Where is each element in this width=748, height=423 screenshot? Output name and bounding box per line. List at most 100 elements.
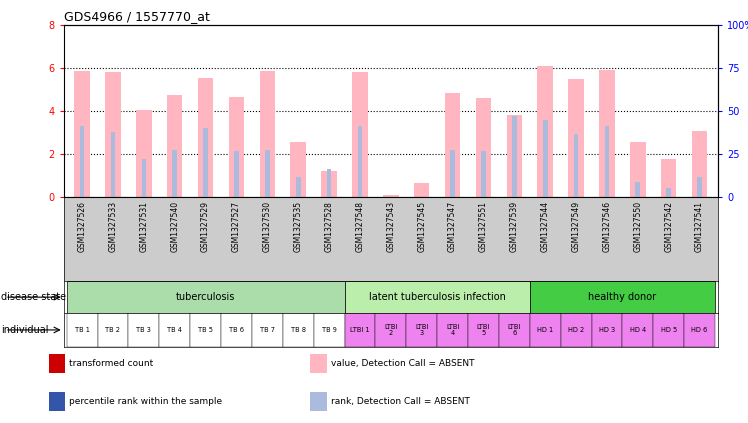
Text: TB 1: TB 1	[75, 327, 90, 333]
Text: HD 5: HD 5	[660, 327, 677, 333]
Bar	[203, 128, 208, 197]
Bar	[358, 126, 362, 197]
Text: GSM1327533: GSM1327533	[108, 201, 117, 252]
Bar	[80, 126, 85, 197]
Text: GSM1327541: GSM1327541	[695, 201, 704, 252]
Bar	[49, 392, 65, 411]
Bar	[599, 70, 615, 197]
Bar	[322, 171, 337, 197]
Text: GSM1327526: GSM1327526	[78, 201, 87, 252]
Bar	[636, 182, 640, 197]
Bar	[666, 188, 671, 197]
Bar	[260, 71, 275, 197]
Text: tuberculosis: tuberculosis	[176, 292, 236, 302]
Text: GSM1327535: GSM1327535	[294, 201, 303, 252]
Bar	[229, 97, 244, 197]
Text: LTBI
4: LTBI 4	[446, 324, 459, 336]
Bar	[653, 313, 684, 347]
Bar	[310, 354, 327, 373]
Text: HD 6: HD 6	[691, 327, 708, 333]
Text: individual: individual	[1, 325, 49, 335]
Bar	[604, 126, 610, 197]
Text: LTBI
2: LTBI 2	[384, 324, 397, 336]
Text: GSM1327547: GSM1327547	[448, 201, 457, 252]
Bar	[568, 79, 583, 197]
Bar	[692, 132, 708, 197]
Bar	[252, 313, 283, 347]
Text: disease state: disease state	[1, 292, 66, 302]
Bar	[159, 313, 190, 347]
Text: rank, Detection Call = ABSENT: rank, Detection Call = ABSENT	[331, 397, 470, 406]
Bar	[221, 313, 252, 347]
Bar	[450, 150, 455, 197]
Text: GSM1327531: GSM1327531	[139, 201, 148, 252]
Text: HD 2: HD 2	[568, 327, 584, 333]
Text: LTBI
6: LTBI 6	[508, 324, 521, 336]
Bar	[697, 177, 702, 197]
Bar	[499, 313, 530, 347]
Bar	[684, 313, 715, 347]
Bar	[327, 169, 331, 197]
Bar	[265, 150, 270, 197]
Bar	[375, 313, 406, 347]
Bar	[630, 142, 646, 197]
Bar	[530, 313, 561, 347]
Bar	[74, 71, 90, 197]
Bar	[345, 281, 530, 313]
Bar	[141, 159, 146, 197]
Text: GSM1327549: GSM1327549	[571, 201, 580, 252]
Bar	[313, 313, 345, 347]
Bar	[345, 313, 375, 347]
Bar	[352, 72, 368, 197]
Bar	[476, 98, 491, 197]
Bar	[310, 392, 327, 411]
Text: GSM1327540: GSM1327540	[171, 201, 180, 252]
Text: GSM1327542: GSM1327542	[664, 201, 673, 252]
Bar	[512, 116, 517, 197]
Text: GSM1327551: GSM1327551	[479, 201, 488, 252]
Bar	[234, 151, 239, 197]
Bar	[129, 313, 159, 347]
Bar	[574, 134, 578, 197]
Bar	[468, 313, 499, 347]
Text: GSM1327529: GSM1327529	[201, 201, 210, 252]
Bar	[190, 313, 221, 347]
Text: HD 3: HD 3	[599, 327, 615, 333]
Bar	[290, 142, 306, 197]
Text: LTBI
5: LTBI 5	[476, 324, 490, 336]
Text: GSM1327527: GSM1327527	[232, 201, 241, 252]
Text: GSM1327530: GSM1327530	[263, 201, 272, 252]
Bar	[414, 183, 429, 197]
Text: transformed count: transformed count	[69, 359, 153, 368]
Bar	[561, 313, 592, 347]
Bar	[67, 313, 97, 347]
Text: GSM1327539: GSM1327539	[510, 201, 519, 252]
Text: GSM1327544: GSM1327544	[541, 201, 550, 252]
Text: healthy donor: healthy donor	[589, 292, 657, 302]
Text: GDS4966 / 1557770_at: GDS4966 / 1557770_at	[64, 10, 209, 23]
Bar	[383, 195, 399, 197]
Bar	[437, 313, 468, 347]
Bar	[67, 281, 345, 313]
Bar	[283, 313, 313, 347]
Text: TB 5: TB 5	[198, 327, 213, 333]
Text: LTBI
3: LTBI 3	[415, 324, 429, 336]
Bar	[622, 313, 653, 347]
Text: GSM1327546: GSM1327546	[602, 201, 611, 252]
Text: TB 9: TB 9	[322, 327, 337, 333]
Bar	[111, 132, 115, 197]
Text: TB 2: TB 2	[105, 327, 120, 333]
Bar	[49, 354, 65, 373]
Text: TB 7: TB 7	[260, 327, 275, 333]
Text: GSM1327543: GSM1327543	[386, 201, 396, 252]
Bar	[105, 72, 120, 197]
Bar	[538, 66, 553, 197]
Bar	[167, 95, 183, 197]
Bar	[530, 281, 715, 313]
Bar	[481, 151, 485, 197]
Text: HD 4: HD 4	[630, 327, 646, 333]
Bar	[445, 93, 460, 197]
Bar	[406, 313, 437, 347]
Bar	[661, 159, 676, 197]
Bar	[198, 78, 213, 197]
